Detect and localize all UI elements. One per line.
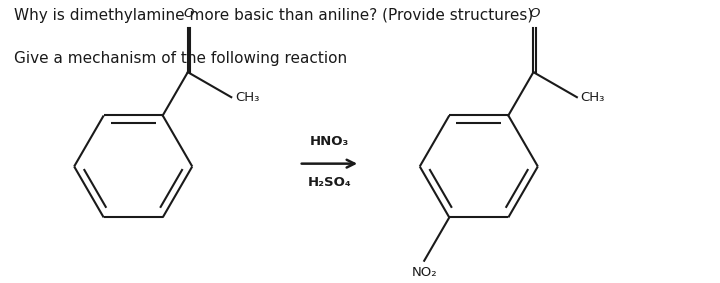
Text: HNO₃: HNO₃ [310, 135, 349, 148]
Text: Give a mechanism of the following reaction: Give a mechanism of the following reacti… [14, 51, 348, 66]
Text: CH₃: CH₃ [235, 91, 259, 104]
Text: O: O [529, 7, 540, 20]
Text: NO₂: NO₂ [411, 266, 437, 279]
Text: Why is dimethylamine more basic than aniline? (Provide structures): Why is dimethylamine more basic than ani… [14, 8, 534, 23]
Text: O: O [184, 7, 194, 20]
Text: CH₃: CH₃ [580, 91, 605, 104]
Text: H₂SO₄: H₂SO₄ [307, 176, 351, 189]
